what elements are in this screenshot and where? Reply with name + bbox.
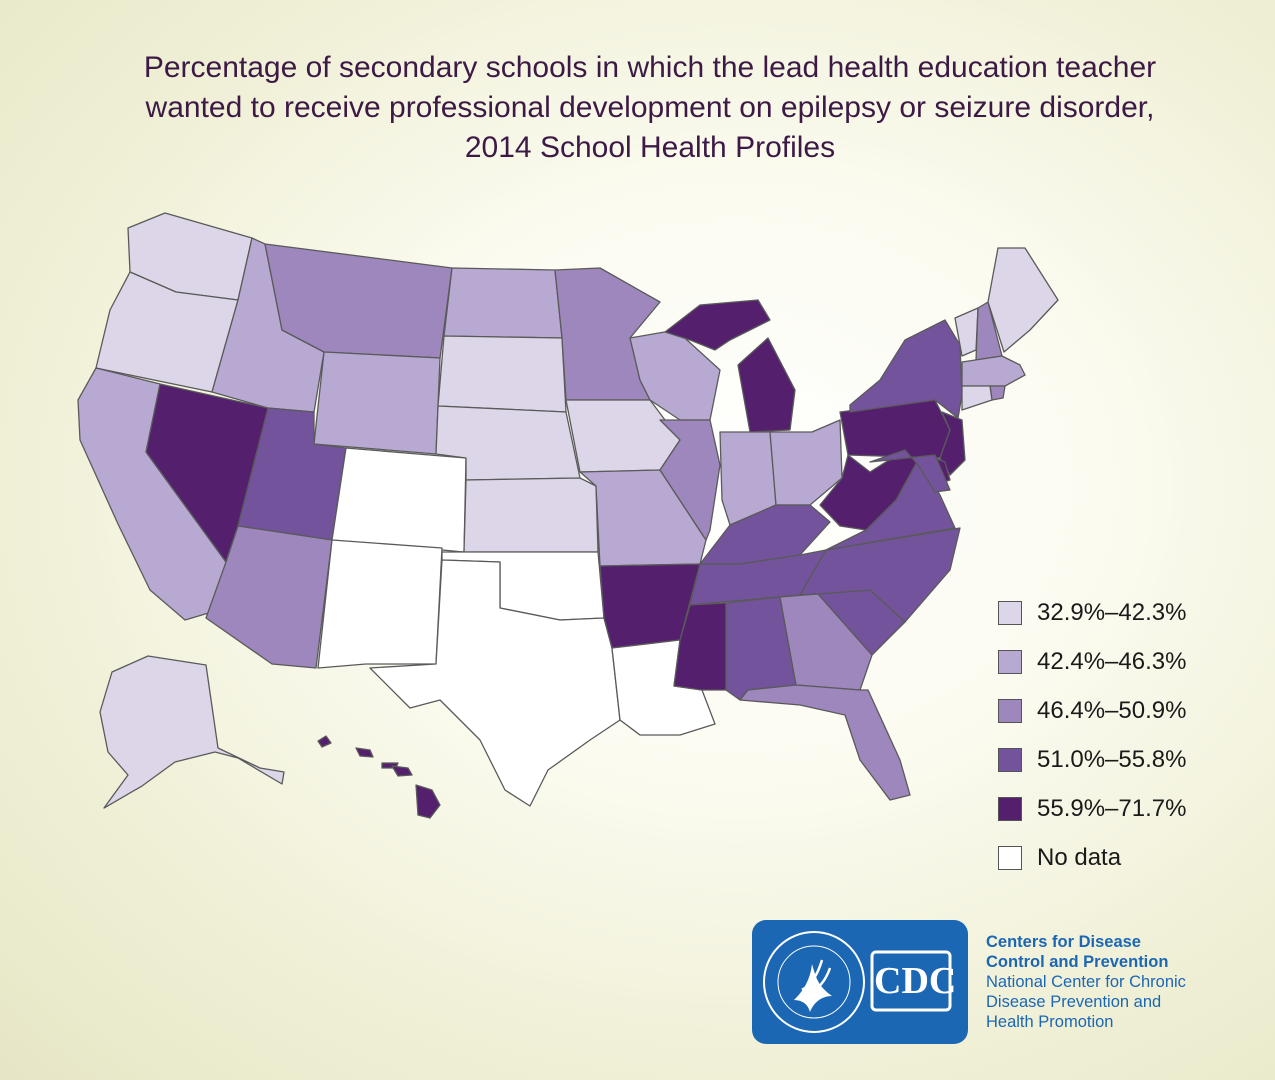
legend-item: No data [998, 833, 1186, 882]
agency-name-line-1: Centers for Disease [986, 933, 1141, 951]
cdc-logo: CDC [752, 920, 968, 1044]
legend-swatch [998, 698, 1022, 723]
state-connecticut[interactable] [961, 385, 993, 411]
cdc-agency-text: Centers for Disease Control and Preventi… [986, 932, 1186, 1032]
center-name-line-3: Health Promotion [986, 1013, 1114, 1031]
state-west-virginia[interactable] [819, 449, 919, 531]
legend-item: 55.9%–71.7% [998, 784, 1186, 833]
legend-item: 32.9%–42.3% [998, 588, 1186, 637]
legend-item: 46.4%–50.9% [998, 686, 1186, 735]
legend-label: 32.9%–42.3% [1037, 598, 1187, 626]
legend-swatch [998, 649, 1022, 674]
title-line-2: wanted to receive professional developme… [145, 91, 1155, 124]
state-illinois[interactable] [659, 419, 721, 541]
legend-label: 46.4%–50.9% [1037, 696, 1187, 724]
legend-swatch [998, 600, 1022, 625]
legend-swatch [998, 845, 1022, 870]
legend-item: 51.0%–55.8% [998, 735, 1186, 784]
legend-item: 42.4%–46.3% [998, 637, 1186, 686]
state-wyoming[interactable] [313, 351, 441, 455]
hhs-eagle-seal-icon [763, 931, 952, 1033]
legend: 32.9%–42.3% 42.4%–46.3% 46.4%–50.9% 51.0%–5… [998, 588, 1186, 882]
title-line-3: 2014 School Health Profiles [464, 131, 836, 164]
map-title: Percentage of secondary schools in which… [100, 48, 1200, 168]
legend-swatch [998, 747, 1022, 772]
state-new-york[interactable] [849, 319, 963, 419]
agency-name-line-2: Control and Prevention [986, 953, 1169, 971]
state-colorado[interactable] [331, 447, 467, 553]
state-north-dakota[interactable] [443, 267, 563, 339]
state-alaska[interactable] [99, 655, 285, 809]
state-texas[interactable] [369, 559, 621, 807]
legend-swatch [998, 796, 1022, 821]
center-name-line-1: National Center for Chronic [986, 973, 1186, 991]
legend-label: 55.9%–71.7% [1037, 794, 1187, 822]
state-south-dakota[interactable] [437, 335, 567, 413]
state-maine[interactable] [987, 247, 1059, 353]
state-florida[interactable] [739, 684, 911, 801]
state-kansas[interactable] [463, 477, 599, 553]
state-iowa[interactable] [565, 399, 681, 473]
state-new-jersey[interactable] [939, 411, 966, 476]
state-maryland[interactable] [869, 449, 951, 493]
legend-label: No data [1037, 843, 1122, 871]
state-michigan[interactable] [664, 299, 796, 433]
cdc-badge-text: CDC [874, 960, 957, 1002]
title-line-1: Percentage of secondary schools in which… [143, 51, 1157, 84]
center-name-line-2: Disease Prevention and [986, 993, 1162, 1011]
state-new-mexico[interactable] [317, 539, 443, 669]
state-hawaii[interactable] [317, 735, 441, 819]
state-massachusetts[interactable] [961, 355, 1026, 387]
legend-label: 51.0%–55.8% [1037, 745, 1187, 773]
legend-label: 42.4%–46.3% [1037, 647, 1187, 675]
